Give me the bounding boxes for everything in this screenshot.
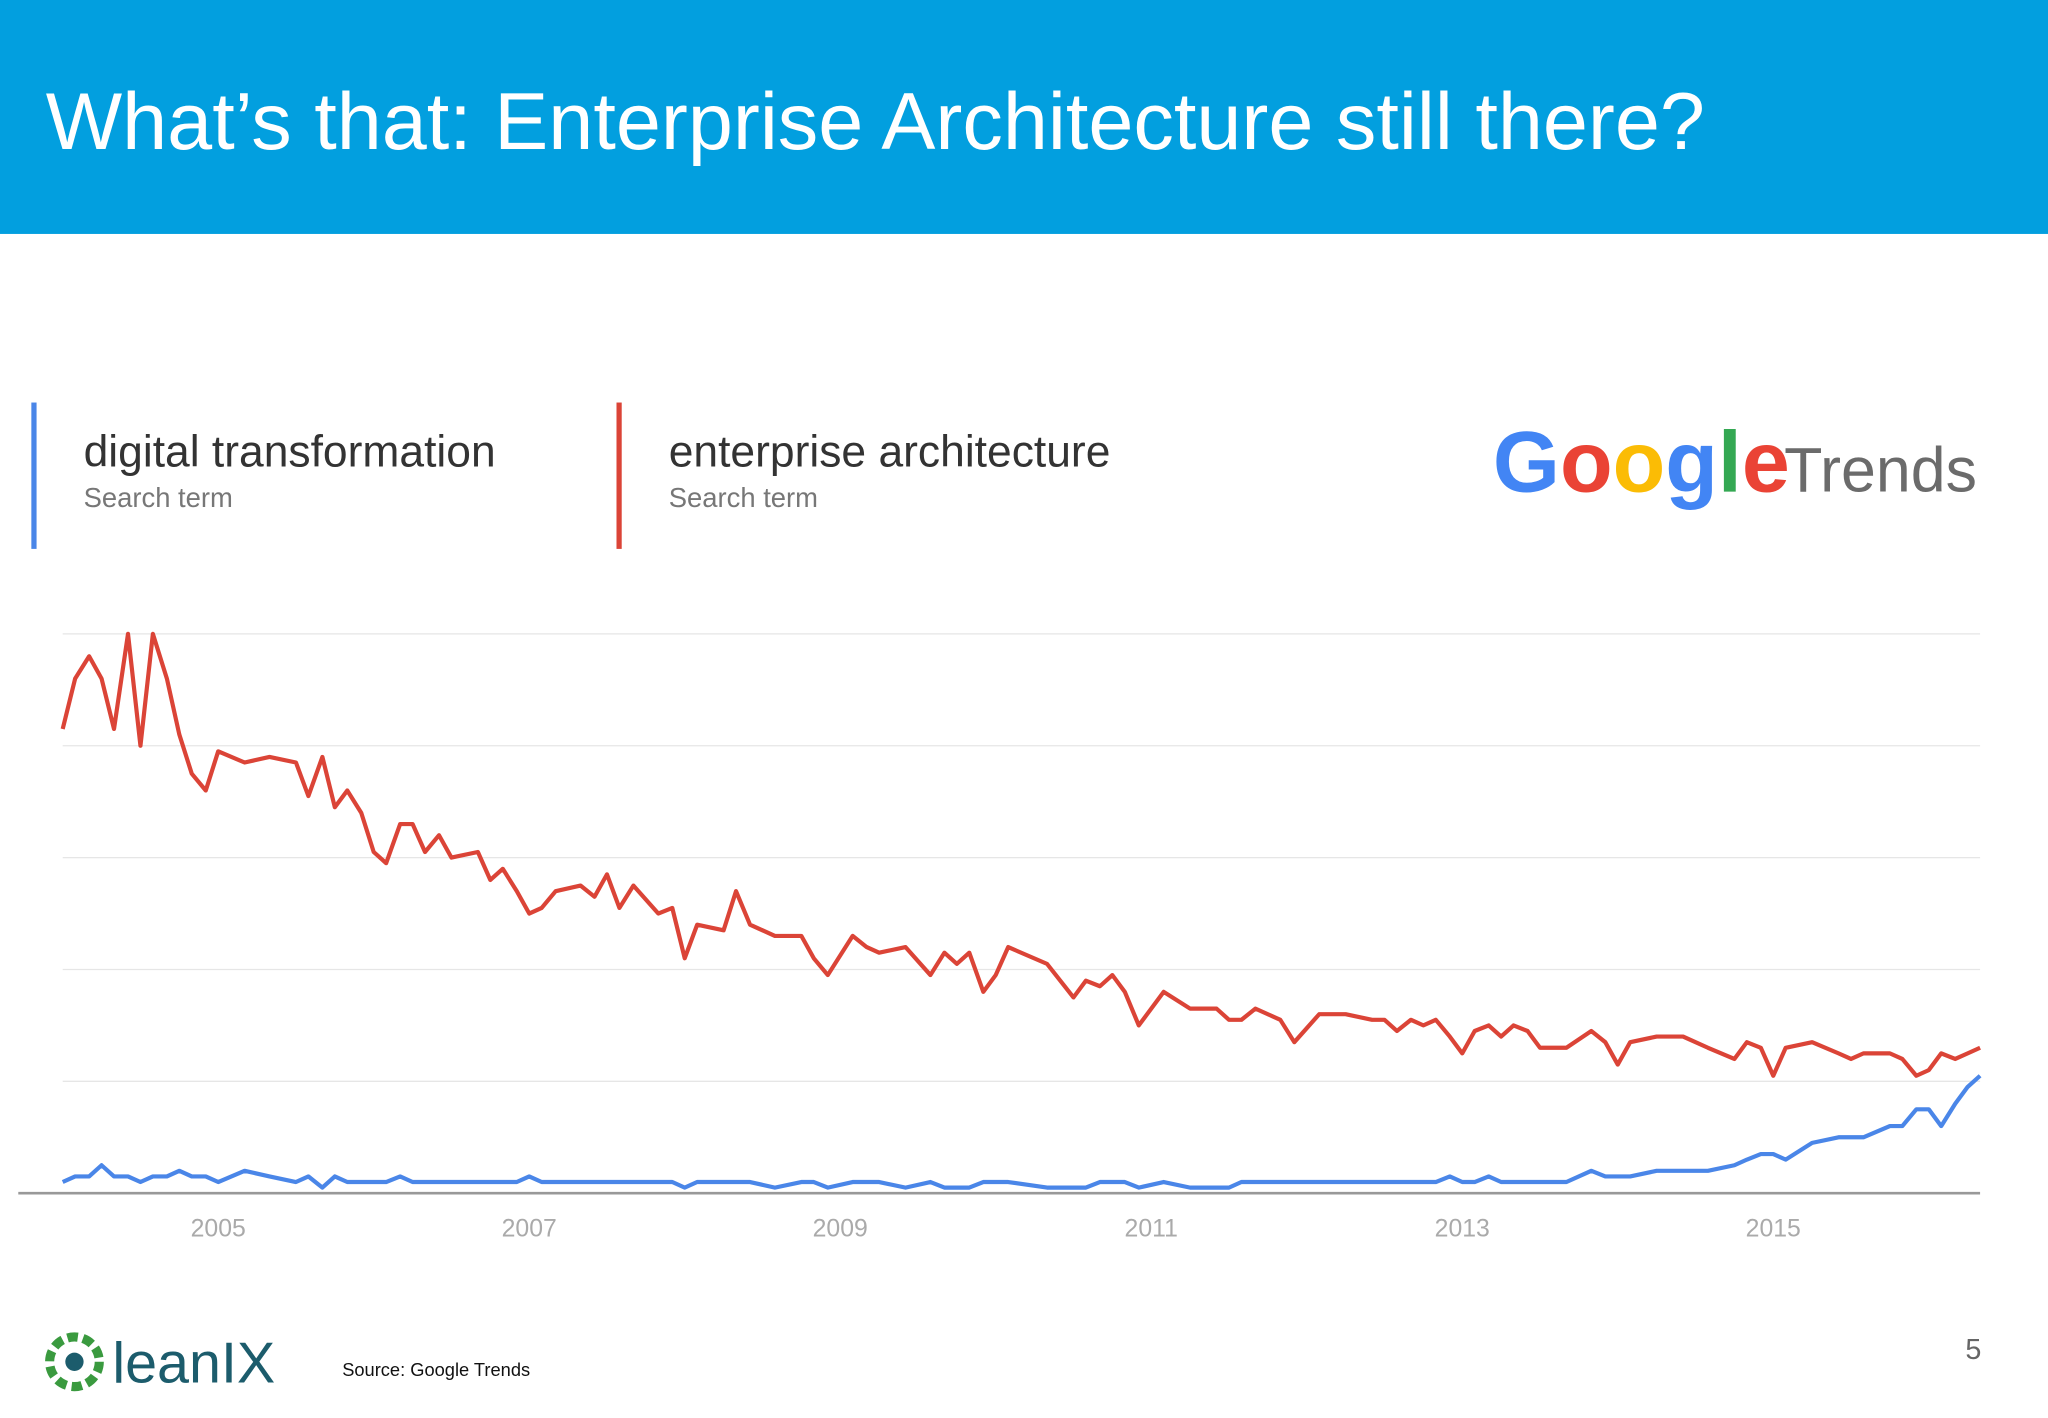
page-number: 5: [1965, 1334, 1981, 1366]
x-tick-label: 2011: [1125, 1215, 1178, 1242]
trends-logo: Trends: [1784, 435, 1977, 505]
company-name: leanIX: [112, 1332, 275, 1396]
slide-title: What’s that: Enterprise Architecture sti…: [46, 77, 1705, 167]
legend-swatch: [31, 402, 37, 549]
logo-icon-core: [65, 1352, 84, 1371]
legend-label: enterprise architecture: [669, 428, 1111, 477]
legend-subtitle: Search term: [84, 482, 233, 513]
x-tick-label: 2007: [502, 1215, 557, 1242]
legend-label: digital transformation: [84, 428, 496, 477]
x-tick-label: 2009: [813, 1215, 868, 1242]
header-band: [0, 0, 2048, 234]
logo-icon: [45, 1332, 104, 1392]
google-logo: Google: [1493, 414, 1790, 510]
x-tick-label: 2015: [1746, 1215, 1801, 1242]
legend-swatch: [616, 402, 622, 549]
series-line: [61, 1074, 1982, 1190]
source-note: Source: Google Trends: [342, 1359, 530, 1380]
legend-subtitle: Search term: [669, 482, 818, 513]
x-tick-label: 2013: [1435, 1215, 1490, 1242]
x-tick-label: 2005: [191, 1215, 246, 1242]
series-line: [60, 631, 1981, 1078]
leanix-logo: leanIX: [45, 1332, 275, 1396]
